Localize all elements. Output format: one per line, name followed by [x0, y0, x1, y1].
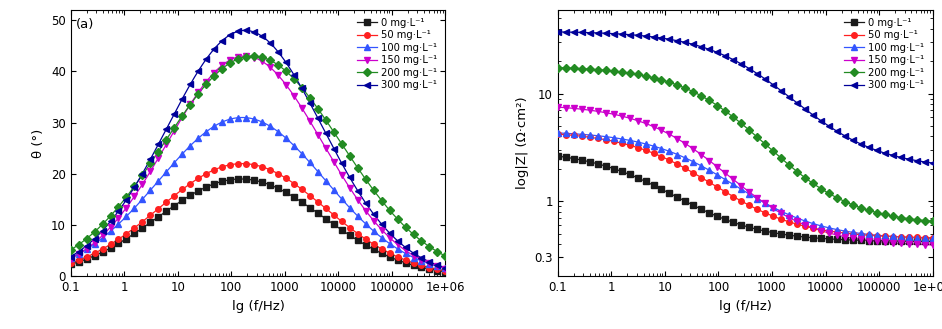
Y-axis label: θ (°): θ (°): [32, 129, 45, 158]
Y-axis label: log|Z| (Ω·cm²): log|Z| (Ω·cm²): [516, 97, 528, 190]
Legend: 0 mg·L⁻¹, 50 mg·L⁻¹, 100 mg·L⁻¹, 150 mg·L⁻¹, 200 mg·L⁻¹, 300 mg·L⁻¹: 0 mg·L⁻¹, 50 mg·L⁻¹, 100 mg·L⁻¹, 150 mg·…: [354, 15, 441, 93]
X-axis label: lg (f/Hz): lg (f/Hz): [232, 300, 284, 313]
X-axis label: lg (f/Hz): lg (f/Hz): [719, 300, 771, 313]
Text: (a): (a): [76, 18, 94, 31]
Legend: 0 mg·L⁻¹, 50 mg·L⁻¹, 100 mg·L⁻¹, 150 mg·L⁻¹, 200 mg·L⁻¹, 300 mg·L⁻¹: 0 mg·L⁻¹, 50 mg·L⁻¹, 100 mg·L⁻¹, 150 mg·…: [841, 15, 928, 93]
